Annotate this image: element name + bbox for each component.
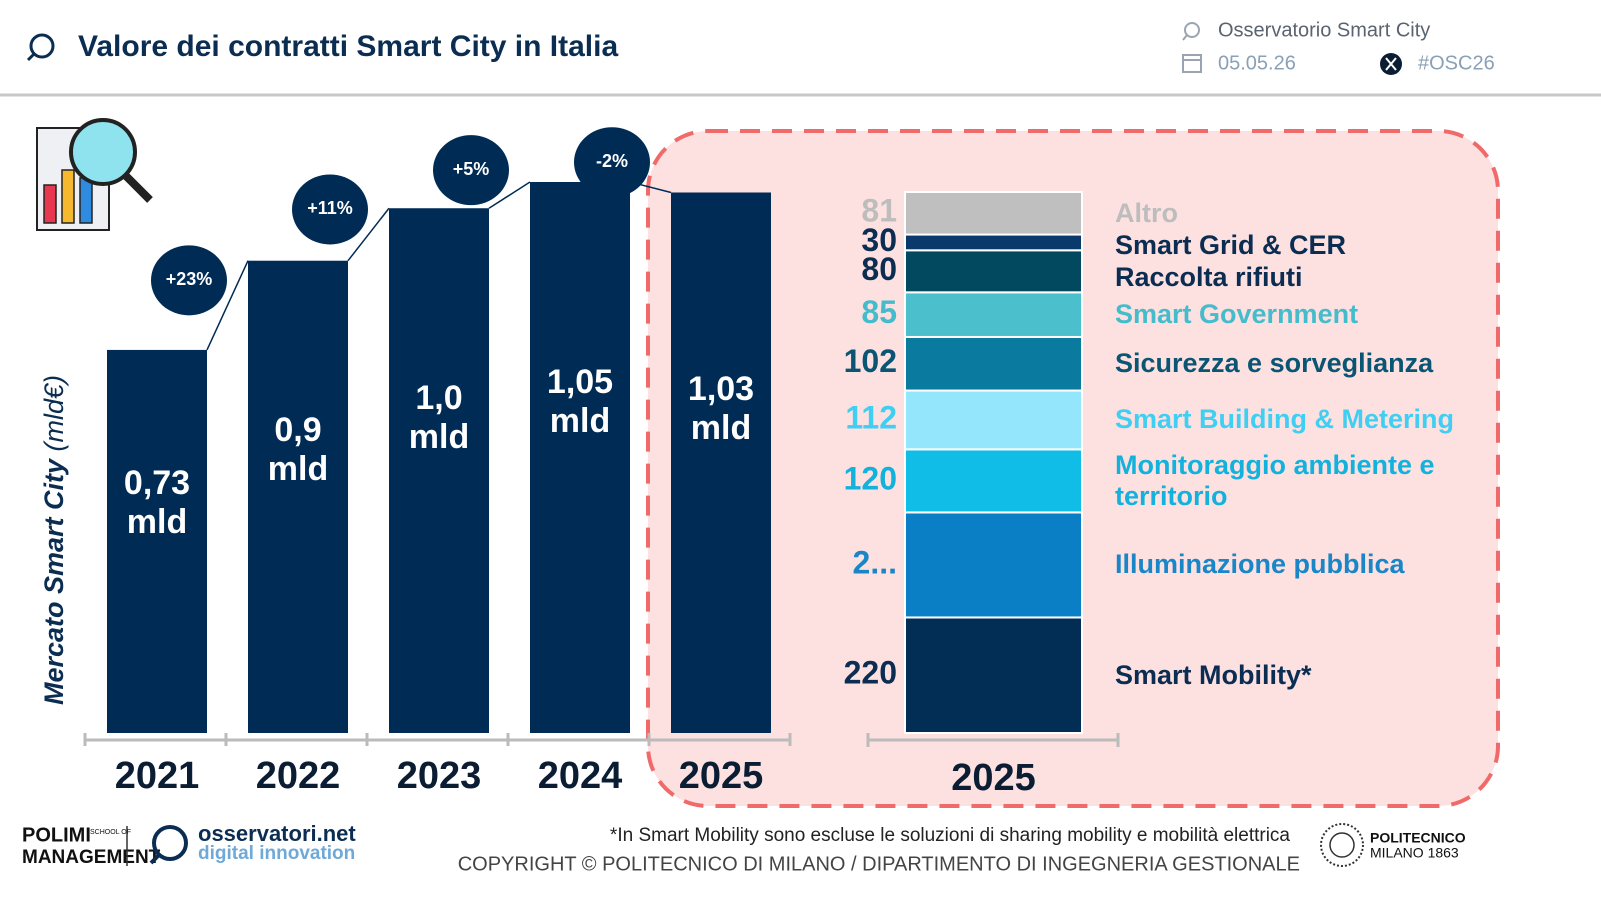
calendar-icon <box>1182 54 1202 73</box>
bar <box>389 208 489 733</box>
value-label: 1,05 mld <box>546 363 614 441</box>
legend-label: Raccolta rifiuti <box>1115 261 1303 292</box>
legend-label: Sicurezza e sorveglianza <box>1115 348 1434 379</box>
value-label: 1,0 mld <box>408 379 470 457</box>
bar <box>671 192 771 733</box>
y-axis-label: Mercato Smart City (mld€) <box>39 375 69 705</box>
segment <box>904 511 1083 619</box>
polimi-logo: POLIMI <box>22 824 91 846</box>
change-label: -2% <box>596 151 628 171</box>
connector <box>206 260 249 351</box>
segment-value: 81 <box>861 193 897 229</box>
segment-value: 102 <box>844 343 897 379</box>
legend-label: Monitoraggio ambiente e territorio <box>1115 449 1435 511</box>
segment <box>904 389 1083 451</box>
value-label: 1,03 mld <box>687 369 755 447</box>
legend-label: Smart Building & Metering <box>1115 404 1455 435</box>
politecnico-seal <box>1320 823 1364 867</box>
x-tick-label: 2023 <box>397 755 482 797</box>
change-bubble <box>151 245 227 316</box>
change-label: +5% <box>453 159 490 179</box>
segment-value: 220 <box>844 655 897 691</box>
legend-label: Smart Grid & CER <box>1115 229 1347 260</box>
segment-value: 112 <box>845 399 897 435</box>
segment-value: 85 <box>861 294 897 330</box>
copyright: COPYRIGHT © POLITECNICO DI MILANO / DIPA… <box>458 853 1300 875</box>
change-bubble <box>433 135 509 206</box>
x-tick-label: 2025 <box>951 757 1036 799</box>
segment <box>904 335 1083 392</box>
change-label: +23% <box>166 269 213 289</box>
x-tick-label: 2025 <box>679 755 764 797</box>
change-bubble <box>574 127 650 198</box>
connector <box>347 207 390 262</box>
segment-value: 120 <box>844 460 897 496</box>
segment <box>904 191 1083 236</box>
bar <box>530 182 630 733</box>
report-icon <box>36 118 153 231</box>
bar <box>107 349 207 733</box>
segment-value: 2... <box>853 544 897 580</box>
osservatori-icon <box>149 825 188 865</box>
polimi-school: SCHOOL OF <box>90 829 131 836</box>
politecnico: POLITECNICO <box>1370 830 1466 846</box>
date: 05.05.26 <box>1218 52 1296 74</box>
hashtag: #OSC26 <box>1418 52 1495 74</box>
legend-label: Altro <box>1115 197 1178 228</box>
connector <box>488 181 531 209</box>
polimi-management: MANAGEMENT <box>22 847 161 868</box>
segment <box>904 249 1083 294</box>
bar <box>248 260 348 733</box>
digital-innovation: digital innovation <box>198 843 355 864</box>
observatory: Osservatorio Smart City <box>1218 19 1430 41</box>
x-tick-label: 2024 <box>538 755 623 797</box>
y-axis-title: Mercato Smart City <box>39 457 69 705</box>
x-tick-label: 2022 <box>256 755 341 797</box>
title: Valore dei contratti Smart City in Itali… <box>78 30 618 63</box>
legend-label: Illuminazione pubblica <box>1115 549 1405 580</box>
legend-label: Smart Mobility* <box>1115 659 1312 690</box>
x-icon <box>1380 53 1402 75</box>
observatory-icon <box>1182 22 1200 41</box>
y-axis-unit: (mld€) <box>39 375 69 452</box>
segment-value: 80 <box>861 251 897 287</box>
segment <box>904 616 1083 734</box>
x-tick-label: 2021 <box>115 755 200 797</box>
milano: MILANO 1863 <box>1370 845 1459 861</box>
change-bubble <box>292 174 368 245</box>
value-label: 0,9 mld <box>267 410 329 488</box>
footnote: *In Smart Mobility sono escluse le soluz… <box>610 825 1291 846</box>
segment-value: 30 <box>861 222 897 258</box>
osservatori-logo: osservatori.net <box>198 821 356 846</box>
header-icon <box>26 33 55 62</box>
change-label: +11% <box>307 198 353 218</box>
segment <box>904 291 1083 338</box>
value-label: 0,73 mld <box>123 464 191 542</box>
legend-label: Smart Government <box>1115 299 1359 330</box>
segment <box>904 448 1083 514</box>
